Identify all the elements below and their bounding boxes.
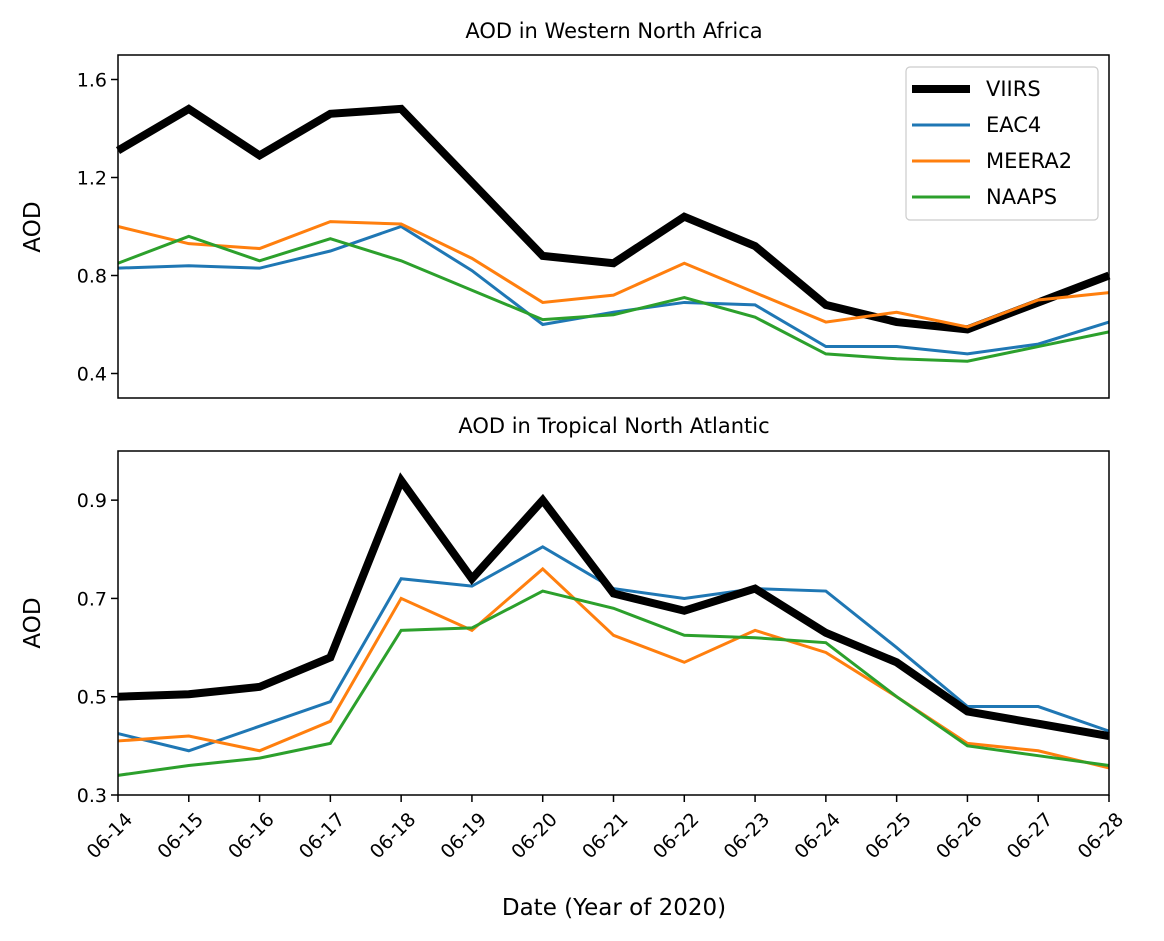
legend-box [905,66,1099,221]
series-line-naaps [117,589,1110,777]
plot-frame [117,54,1110,399]
y-tick-label: 1.2 [77,168,107,190]
legend-label-viirs: VIIRS [986,77,1041,101]
x-tick-label: 06-24 [790,809,845,864]
x-tick-label: 06-25 [861,809,916,864]
x-tick-label: 06-28 [1074,809,1129,864]
x-tick-label: 06-26 [932,809,987,864]
y-axis-label: AOD [20,597,46,648]
panel-title: AOD in Western North Africa [465,19,762,43]
y-ticks: 0.3 0.5 0.7 0.9 [77,490,118,807]
series-line-meera2 [117,566,1110,770]
y-tick-label: 0.8 [77,266,107,288]
x-tick-label: 06-19 [436,809,491,864]
x-tick-label: 06-15 [153,809,208,864]
y-ticks: 0.4 0.8 1.2 1.6 [77,70,118,386]
plot-frame [117,450,1110,796]
panel-tropical-north-atlantic: AOD in Tropical North Atlantic 0.3 0.5 0.7… [20,414,1128,863]
legend-label-naaps: NAAPS [986,185,1057,209]
y-tick-label: 0.4 [77,364,107,386]
x-tick-label: 06-27 [1003,809,1058,864]
x-tick-label: 06-22 [649,809,704,864]
x-tick-label: 06-23 [720,809,775,864]
y-tick-label: 1.6 [77,70,107,92]
series-line-viirs [117,472,1110,740]
panel-western-north-africa: AOD in Western North Africa 0.4 0.8 1.2 1.6… [20,19,1111,399]
y-tick-label: 0.9 [77,490,107,512]
series-line-eac4 [117,545,1110,753]
x-tick-label: 06-16 [224,809,279,864]
y-tick-label: 0.5 [77,687,107,709]
y-tick-label: 0.3 [77,785,107,807]
x-tick-label: 06-14 [83,809,138,864]
legend-label-meera2: MEERA2 [986,149,1072,173]
x-ticks: 06-14 06-15 06-16 06-17 06-18 06-19 06-20 06-21… [83,795,1129,864]
series-layer [117,472,1110,777]
legend-label-eac4: EAC4 [986,113,1041,137]
series-line-naaps [117,234,1110,363]
x-tick-label: 06-21 [578,809,633,864]
y-tick-label: 0.7 [77,588,107,610]
y-axis-label: AOD [20,201,46,252]
panel-title: AOD in Tropical North Atlantic [458,414,769,438]
series-line-eac4 [117,224,1110,356]
x-tick-label: 06-17 [295,809,350,864]
series-line-viirs [115,104,1111,334]
legend: VIIRS EAC4 MEERA2 NAAPS [905,66,1099,221]
x-axis-label: Date (Year of 2020) [502,895,726,921]
series-layer [115,104,1111,363]
x-tick-label: 06-18 [366,809,421,864]
x-tick-label: 06-20 [507,809,562,864]
series-line-meera2 [117,220,1110,329]
